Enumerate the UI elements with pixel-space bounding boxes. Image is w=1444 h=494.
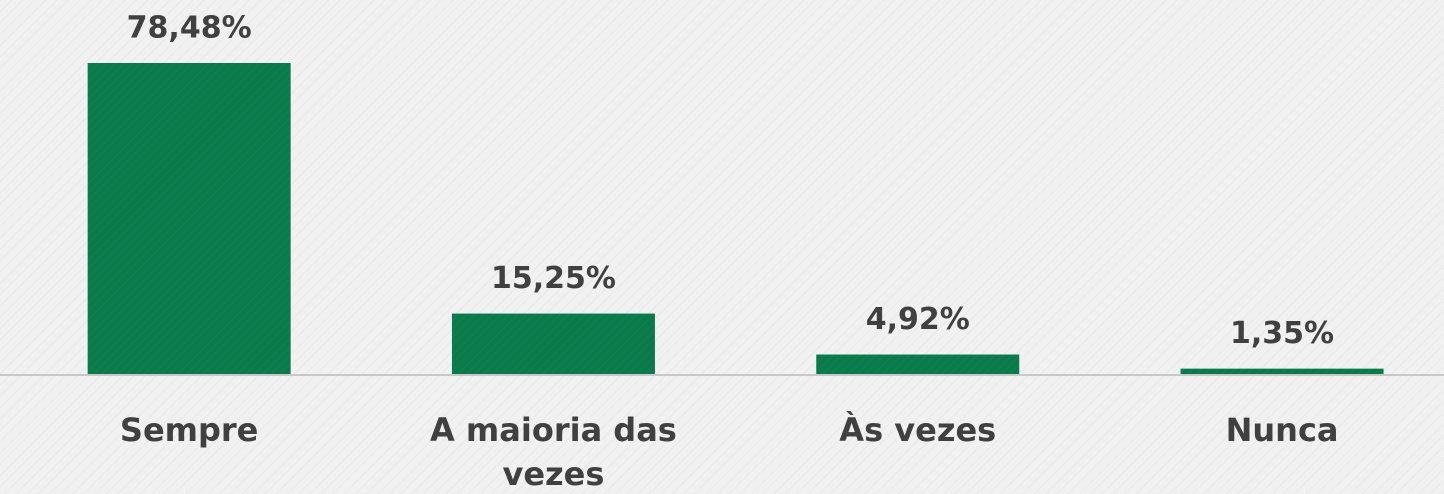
bar bbox=[87, 62, 291, 374]
value-label: 4,92% bbox=[866, 302, 970, 337]
value-label: 1,35% bbox=[1230, 316, 1334, 351]
category-label: Às vezes bbox=[839, 411, 997, 449]
bar bbox=[816, 354, 1020, 374]
category-label: Sempre bbox=[119, 411, 259, 449]
bar bbox=[1180, 368, 1384, 374]
category-label: Nunca bbox=[1225, 411, 1339, 449]
bar bbox=[451, 313, 655, 374]
category-label: A maioria das vezes bbox=[430, 411, 677, 493]
value-label: 15,25% bbox=[491, 261, 616, 296]
value-label: 78,48% bbox=[127, 10, 252, 45]
